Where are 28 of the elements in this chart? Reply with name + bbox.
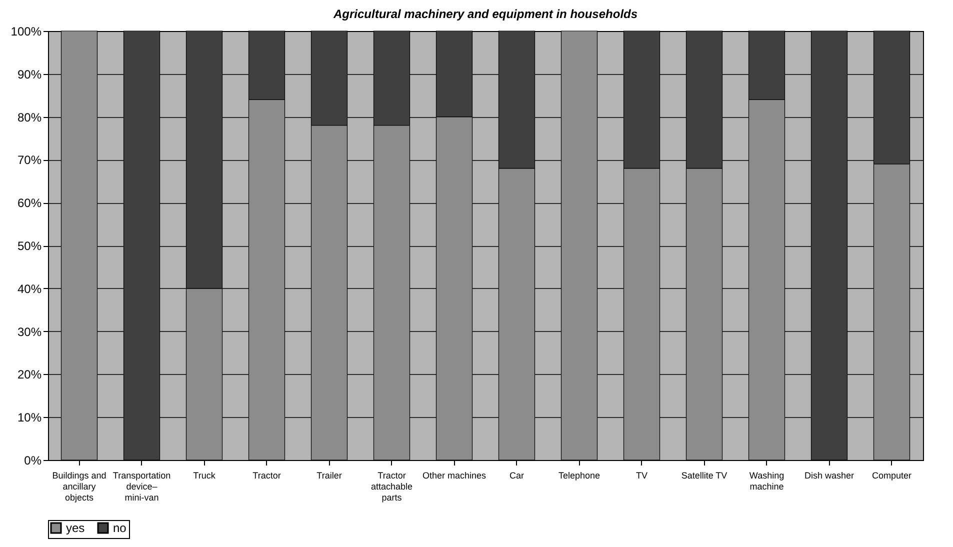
chart-title: Agricultural machinery and equipment in households [332, 7, 638, 21]
y-tick-label: 80% [17, 110, 42, 124]
x-tick-label: Transportation device– mini-van [112, 470, 171, 502]
x-tick-label: Trailer [316, 470, 342, 480]
x-tick-label: Truck [193, 470, 216, 480]
y-tick-label: 90% [17, 67, 42, 82]
x-tick-label: TV [636, 470, 648, 480]
y-tick-label: 60% [17, 196, 42, 210]
legend-label: no [113, 521, 127, 535]
y-tick-label: 40% [17, 282, 42, 296]
x-tick-label: Other machines [422, 470, 487, 480]
x-tick-label: Washing machine [749, 470, 784, 492]
y-tick-label: 10% [17, 410, 42, 425]
x-tick-label: Computer [872, 470, 912, 480]
x-tick-label: Tractor [252, 470, 281, 480]
x-tick-label: Telephone [558, 470, 600, 480]
y-tick-label: 20% [17, 368, 42, 382]
y-tick-label: 0% [24, 454, 42, 468]
legend-label: yes [66, 521, 85, 535]
y-tick-label: 100% [10, 24, 42, 38]
y-tick-label: 30% [17, 324, 42, 339]
y-tick-label: 50% [17, 239, 42, 253]
x-tick-label: Dish washer [804, 470, 854, 480]
x-tick-label: Car [509, 470, 524, 480]
x-tick-label: Tractor attachable parts [370, 470, 413, 502]
x-tick-label: Buildings and ancillary objects [52, 470, 106, 502]
x-tick-label: Satellite TV [681, 470, 728, 480]
y-tick-label: 70% [17, 153, 42, 168]
